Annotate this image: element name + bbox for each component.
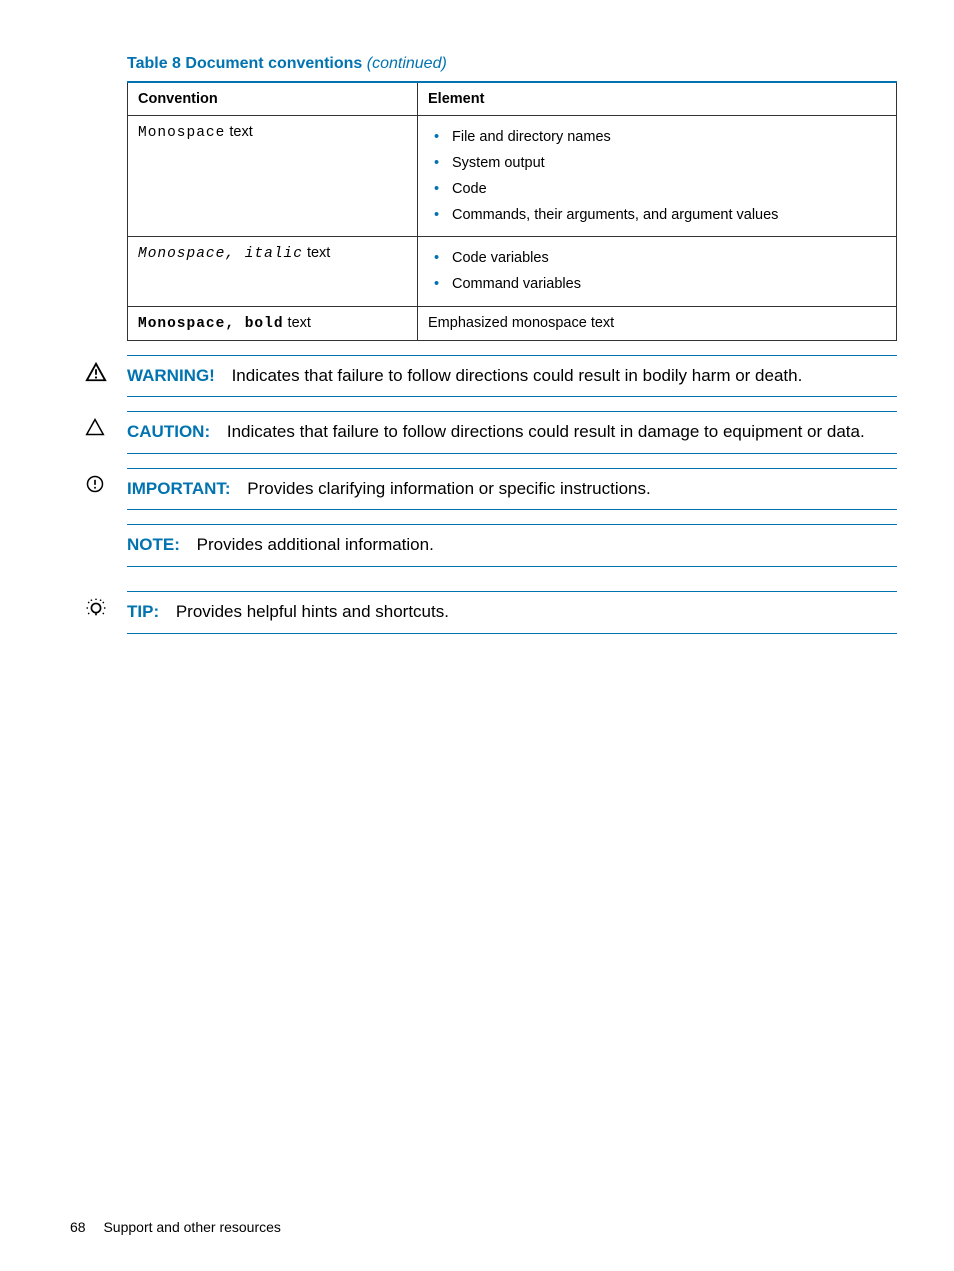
list-item: System output (446, 150, 886, 176)
table-row: Monospace, italic text Code variables Co… (128, 237, 897, 306)
conventions-table: Convention Element Monospace text File a… (127, 81, 897, 341)
important-text: Provides clarifying information or speci… (247, 479, 650, 498)
monospace-italic-sample: Monospace, italic (138, 246, 303, 262)
note-admonition: NOTE: Provides additional information. (127, 524, 897, 567)
cell-element: File and directory names System output C… (418, 116, 897, 237)
monospace-sample: Monospace (138, 125, 225, 141)
table-caption: Table 8 Document conventions (continued) (127, 55, 894, 73)
caution-icon (85, 417, 107, 439)
document-page: Table 8 Document conventions (continued)… (0, 0, 954, 1271)
note-text: Provides additional information. (197, 535, 434, 554)
cell-element: Code variables Command variables (418, 237, 897, 306)
cell-convention: Monospace, italic text (128, 237, 418, 306)
list-item: Code variables (446, 245, 886, 271)
element-list: Code variables Command variables (428, 245, 886, 297)
warning-icon (85, 361, 107, 383)
element-plain: Emphasized monospace text (428, 315, 614, 331)
cell-element: Emphasized monospace text (418, 306, 897, 340)
cell-convention: Monospace text (128, 116, 418, 237)
table-row: Monospace, bold text Emphasized monospac… (128, 306, 897, 340)
page-footer: 68 Support and other resources (70, 1219, 281, 1235)
conv-suffix: text (303, 245, 330, 261)
conv-suffix: text (225, 124, 252, 140)
table-header-element: Element (418, 82, 897, 116)
list-item: File and directory names (446, 124, 886, 150)
monospace-bold-sample: Monospace, bold (138, 316, 284, 332)
conv-suffix: text (284, 315, 311, 331)
tip-label: TIP: (127, 602, 159, 621)
important-icon (85, 474, 107, 496)
list-item: Code (446, 176, 886, 202)
list-item: Command variables (446, 271, 886, 297)
page-number: 68 (70, 1219, 86, 1235)
warning-text: Indicates that failure to follow directi… (232, 366, 803, 385)
tip-icon (85, 597, 107, 619)
table-caption-continued: (continued) (362, 55, 447, 72)
warning-label: WARNING! (127, 366, 215, 385)
note-label: NOTE: (127, 535, 180, 554)
caution-admonition: CAUTION: Indicates that failure to follo… (127, 411, 897, 454)
important-label: IMPORTANT: (127, 479, 231, 498)
warning-admonition: WARNING! Indicates that failure to follo… (127, 355, 897, 398)
caution-label: CAUTION: (127, 422, 210, 441)
list-item: Commands, their arguments, and argument … (446, 202, 886, 228)
table-caption-main: Table 8 Document conventions (127, 55, 362, 72)
footer-section-title: Support and other resources (103, 1219, 280, 1235)
important-admonition: IMPORTANT: Provides clarifying informati… (127, 468, 897, 511)
table-header-convention: Convention (128, 82, 418, 116)
tip-admonition: TIP: Provides helpful hints and shortcut… (127, 591, 897, 634)
cell-convention: Monospace, bold text (128, 306, 418, 340)
table-header-row: Convention Element (128, 82, 897, 116)
tip-text: Provides helpful hints and shortcuts. (176, 602, 449, 621)
element-list: File and directory names System output C… (428, 124, 886, 228)
table-row: Monospace text File and directory names … (128, 116, 897, 237)
caution-text: Indicates that failure to follow directi… (227, 422, 865, 441)
